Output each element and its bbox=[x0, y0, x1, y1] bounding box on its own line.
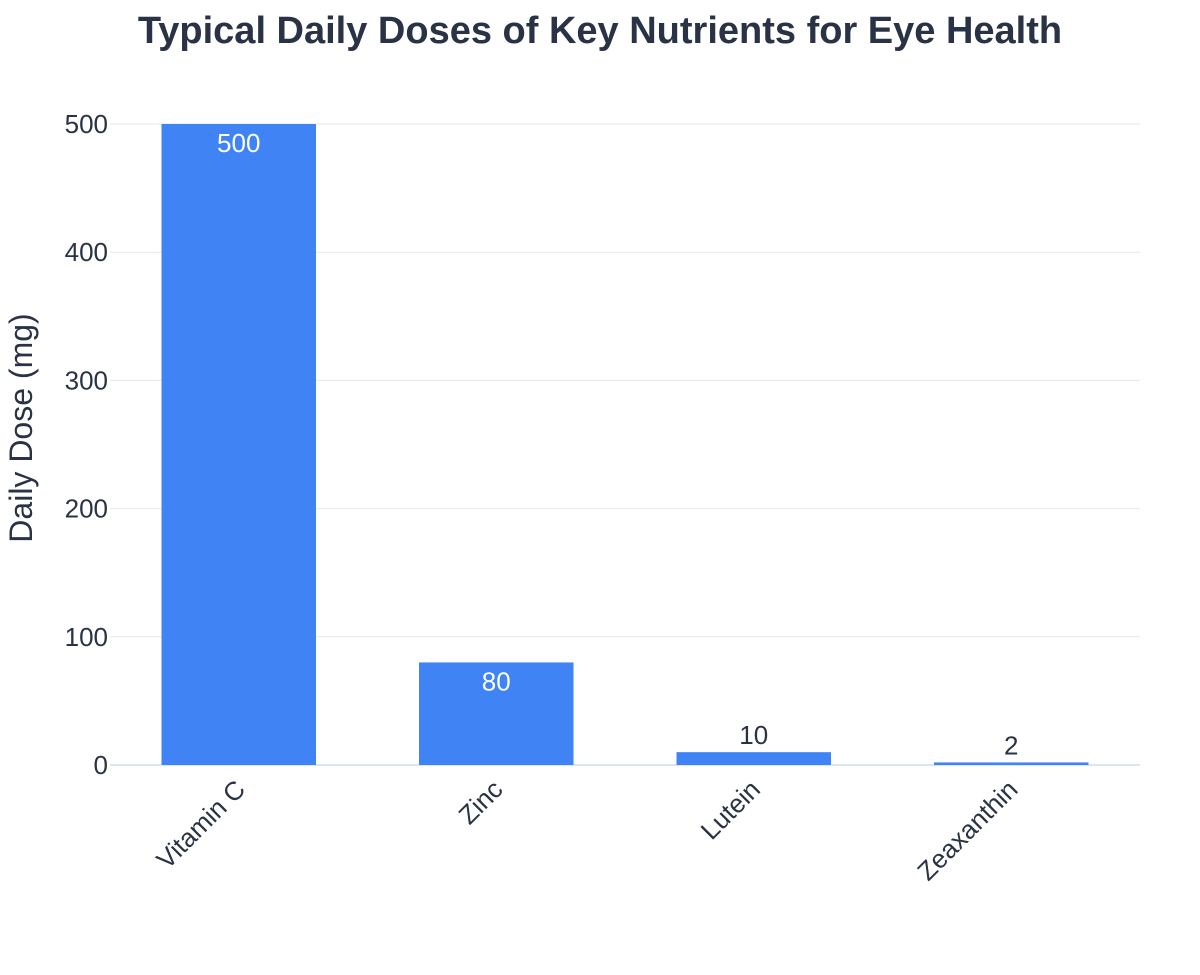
y-tick-label: 500 bbox=[65, 109, 108, 139]
y-axis-title: Daily Dose (mg) bbox=[3, 313, 39, 542]
chart-title: Typical Daily Doses of Key Nutrients for… bbox=[137, 10, 1063, 52]
bar-zeaxanthin bbox=[934, 762, 1089, 765]
data-label: 80 bbox=[482, 666, 511, 696]
bar-vitamin-c bbox=[161, 124, 316, 765]
x-tick-label: Lutein bbox=[695, 774, 766, 845]
x-tick-label: Zinc bbox=[453, 774, 509, 830]
data-label: 10 bbox=[739, 720, 768, 750]
y-tick-label: 300 bbox=[65, 365, 108, 395]
bar-zinc bbox=[419, 662, 574, 765]
data-labels: 500 80 10 2 bbox=[217, 128, 1018, 760]
bars bbox=[161, 124, 1089, 765]
x-axis-ticks: Vitamin C Zinc Lutein Zeaxanthin bbox=[150, 774, 1023, 886]
bar-lutein bbox=[676, 752, 831, 765]
x-tick-label: Zeaxanthin bbox=[911, 774, 1023, 886]
data-label: 2 bbox=[1004, 730, 1018, 760]
x-tick-label: Vitamin C bbox=[150, 774, 251, 875]
y-tick-label: 100 bbox=[65, 622, 108, 652]
y-tick-label: 400 bbox=[65, 237, 108, 267]
y-axis-ticks: 0 100 200 300 400 500 bbox=[65, 109, 108, 780]
y-tick-label: 200 bbox=[65, 494, 108, 524]
data-label: 500 bbox=[217, 128, 260, 158]
y-tick-label: 0 bbox=[94, 750, 108, 780]
